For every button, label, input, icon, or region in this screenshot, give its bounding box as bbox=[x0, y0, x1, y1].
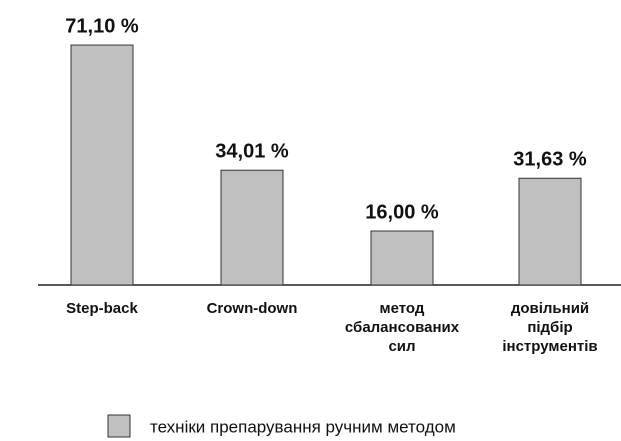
value-label: 16,00 % bbox=[365, 201, 439, 223]
bar bbox=[370, 230, 434, 286]
value-label: 71,10 % bbox=[65, 15, 139, 37]
legend-swatch bbox=[107, 414, 131, 438]
category-label: Step-back bbox=[66, 300, 138, 317]
bar bbox=[518, 177, 582, 286]
category-label: довільний підбір інструментів bbox=[502, 300, 598, 355]
bar bbox=[220, 169, 284, 286]
bar bbox=[70, 44, 134, 286]
legend-label: техніки препарування ручним методом bbox=[150, 417, 456, 436]
value-label: 31,63 % bbox=[513, 149, 587, 171]
value-label: 34,01 % bbox=[215, 140, 289, 162]
category-label: метод сбалансованих сил bbox=[344, 300, 460, 355]
category-label: Crown-down bbox=[206, 300, 298, 317]
